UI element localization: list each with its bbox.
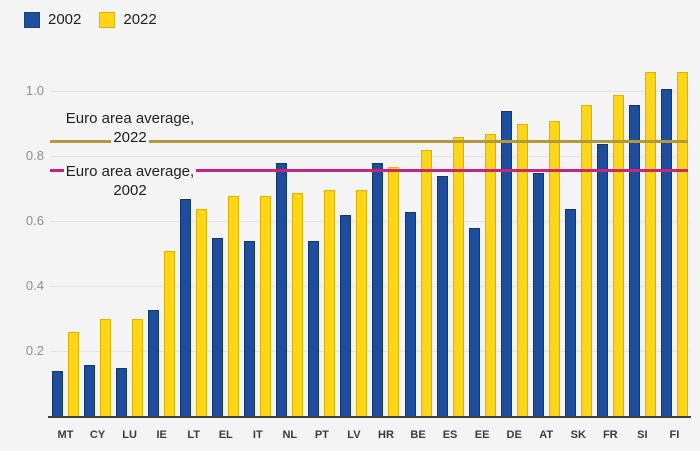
bar-2022-fi [676,72,688,417]
bar-2022-pt [324,190,336,417]
bar-2022-ee [484,134,496,417]
legend-item-2022: 2022 [99,11,157,28]
bar-2002-fi [660,89,672,417]
bar-2022-lu [132,319,144,417]
bar-group-es [436,60,464,417]
x-axis-label-at: AT [539,429,554,441]
bar-2022-el [228,196,240,417]
bar-2022-hr [388,167,400,417]
bar-2022-lt [196,209,208,417]
bar-2002-nl [276,163,288,417]
x-axis-label-sk: SK [570,429,586,441]
x-axis-label-es: ES [442,429,458,441]
x-axis-label-lu: LU [122,429,137,441]
bar-2022-es [452,137,464,417]
bar-2002-de [500,111,512,417]
legend: 2002 2022 [24,11,157,28]
x-axis-label-hr: HR [378,429,394,441]
bar-group-hr [372,60,400,417]
bar-group-el [212,60,240,417]
bar-2022-mt [68,332,79,417]
bar-group-be [404,60,432,417]
x-axis-label-fr: FR [602,429,618,441]
x-axis-label-el: EL [218,429,233,441]
bar-group-it [244,60,272,417]
bar-group-de [500,60,528,417]
bar-2002-lv [340,215,352,417]
bar-group-mt [52,60,79,417]
bar-2002-ie [148,310,160,417]
bar-2022-it [260,196,272,417]
y-axis-tick-label: 0.4 [25,278,44,293]
bar-2002-fr [596,144,608,417]
y-axis-tick-label: 1.0 [25,83,44,98]
x-axis-label-nl: NL [282,429,298,441]
y-axis-tick-label: 0.6 [25,213,44,228]
bar-group-sk [564,60,592,417]
bar-2002-at [532,173,544,417]
legend-swatch-2022-icon [99,11,116,28]
x-axis-label-si: SI [637,429,648,441]
bar-2002-be [404,212,416,417]
x-axis-line [48,416,691,418]
bar-group-nl [276,60,304,417]
x-axis-label-lv: LV [347,429,361,441]
legend-swatch-2002-icon [24,11,40,28]
bar-group-lt [180,60,208,417]
x-axis-label-it: IT [252,429,263,441]
bar-2022-si [644,72,656,417]
bar-2002-lt [180,199,192,417]
y-axis-tick-label: 0.2 [25,343,44,358]
x-axis-label-de: DE [506,429,522,441]
x-axis-label-cy: CY [89,429,106,441]
bar-group-fr [596,60,624,417]
x-axis-label-ie: IE [156,429,167,441]
bar-group-lu [116,60,144,417]
x-axis-label-mt: MT [57,429,74,441]
bar-2002-ee [468,228,480,417]
bar-2002-si [628,105,640,417]
x-axis-label-ee: EE [474,429,490,441]
bar-group-cy [84,60,112,417]
bar-group-si [628,60,656,417]
bar-2022-at [548,121,560,417]
bar-2022-ie [164,251,176,417]
bar-group-ie [148,60,176,417]
bar-2002-es [436,176,448,417]
bar-2002-mt [52,371,63,417]
bar-group-pt [308,60,336,417]
bar-group-ee [468,60,496,417]
bar-2002-el [212,238,224,417]
x-axis-labels: MT CY LU IE LT EL IT NL PT LV HR BE ES EE DE AT SK FR SI FI [52,429,688,441]
x-axis-label-lt: LT [187,429,200,441]
x-axis-label-be: BE [410,429,426,441]
x-axis-label-pt: PT [314,429,329,441]
legend-label-2002: 2002 [48,11,82,28]
bar-group-lv [340,60,368,417]
bar-2022-sk [580,105,592,417]
bar-2022-fr [612,95,624,417]
bar-2002-pt [308,241,320,417]
bar-2022-nl [292,193,304,417]
legend-label-2022: 2022 [123,11,157,28]
bar-2022-de [516,124,528,417]
y-axis-tick-label: 0.8 [25,148,44,163]
bar-2002-hr [372,163,384,417]
legend-item-2002: 2002 [24,11,81,28]
bar-2002-sk [564,209,576,417]
bar-group-at [532,60,560,417]
bar-group-fi [660,60,688,417]
bar-2002-lu [116,368,128,417]
x-axis-label-fi: FI [669,429,680,441]
bar-2022-cy [100,319,112,417]
bar-2022-be [420,150,432,417]
bar-2002-cy [84,365,96,417]
bar-plot-area [52,60,688,417]
bar-2002-it [244,241,256,417]
bar-2022-lv [356,190,368,417]
